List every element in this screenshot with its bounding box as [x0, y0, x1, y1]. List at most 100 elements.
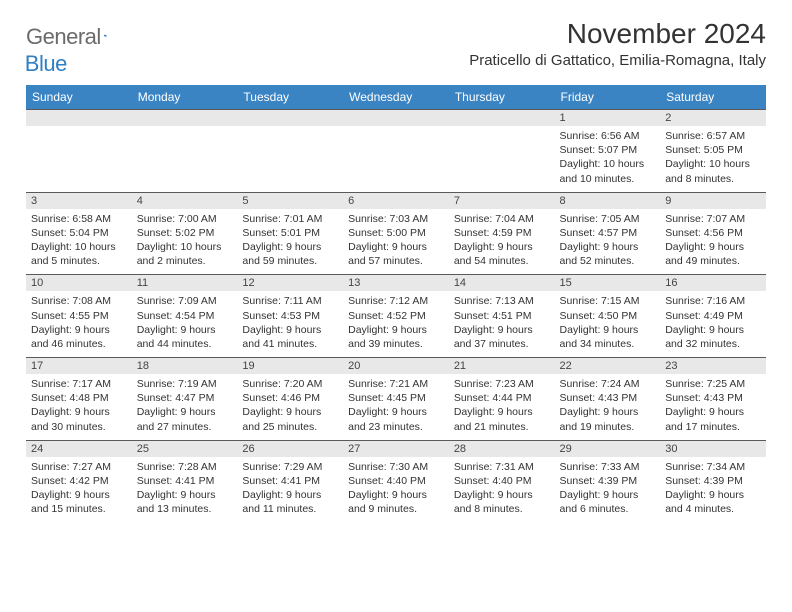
daylight-text: Daylight: 9 hours and 44 minutes. — [137, 323, 233, 351]
week-info-row: Sunrise: 7:27 AMSunset: 4:42 PMDaylight:… — [26, 457, 766, 523]
day-cell: Sunrise: 7:13 AMSunset: 4:51 PMDaylight:… — [449, 291, 555, 357]
day-cell: Sunrise: 7:11 AMSunset: 4:53 PMDaylight:… — [237, 291, 343, 357]
sunset-text: Sunset: 4:40 PM — [454, 474, 550, 488]
daylight-text: Daylight: 9 hours and 59 minutes. — [242, 240, 338, 268]
sunrise-text: Sunrise: 7:05 AM — [560, 212, 656, 226]
sunrise-text: Sunrise: 7:13 AM — [454, 294, 550, 308]
day-cell: Sunrise: 7:08 AMSunset: 4:55 PMDaylight:… — [26, 291, 132, 357]
week-info-row: Sunrise: 7:17 AMSunset: 4:48 PMDaylight:… — [26, 374, 766, 440]
daylight-text: Daylight: 9 hours and 30 minutes. — [31, 405, 127, 433]
day-cell — [449, 126, 555, 192]
sunrise-text: Sunrise: 7:25 AM — [665, 377, 761, 391]
daylight-text: Daylight: 9 hours and 11 minutes. — [242, 488, 338, 516]
daylight-text: Daylight: 9 hours and 8 minutes. — [454, 488, 550, 516]
sunrise-text: Sunrise: 7:00 AM — [137, 212, 233, 226]
month-title: November 2024 — [469, 18, 766, 50]
day-cell: Sunrise: 7:23 AMSunset: 4:44 PMDaylight:… — [449, 374, 555, 440]
sunset-text: Sunset: 4:49 PM — [665, 309, 761, 323]
sunrise-text: Sunrise: 7:34 AM — [665, 460, 761, 474]
sunrise-text: Sunrise: 6:57 AM — [665, 129, 761, 143]
daylight-text: Daylight: 9 hours and 6 minutes. — [560, 488, 656, 516]
logo-text-general: General — [26, 24, 101, 50]
daylight-text: Daylight: 10 hours and 10 minutes. — [560, 157, 656, 185]
day-cell: Sunrise: 7:01 AMSunset: 5:01 PMDaylight:… — [237, 209, 343, 275]
sunset-text: Sunset: 4:56 PM — [665, 226, 761, 240]
logo-mark-icon — [104, 27, 107, 43]
day-number: 24 — [26, 440, 132, 457]
sunset-text: Sunset: 5:01 PM — [242, 226, 338, 240]
sunrise-text: Sunrise: 7:08 AM — [31, 294, 127, 308]
day-cell: Sunrise: 7:20 AMSunset: 4:46 PMDaylight:… — [237, 374, 343, 440]
sunset-text: Sunset: 4:57 PM — [560, 226, 656, 240]
day-cell: Sunrise: 7:05 AMSunset: 4:57 PMDaylight:… — [555, 209, 661, 275]
sunset-text: Sunset: 5:02 PM — [137, 226, 233, 240]
day-number: 26 — [237, 440, 343, 457]
sunrise-text: Sunrise: 7:01 AM — [242, 212, 338, 226]
sunrise-text: Sunrise: 7:30 AM — [348, 460, 444, 474]
daylight-text: Daylight: 9 hours and 39 minutes. — [348, 323, 444, 351]
day-number: 15 — [555, 275, 661, 292]
location: Praticello di Gattatico, Emilia-Romagna,… — [469, 52, 766, 69]
sunset-text: Sunset: 4:46 PM — [242, 391, 338, 405]
day-cell: Sunrise: 7:15 AMSunset: 4:50 PMDaylight:… — [555, 291, 661, 357]
day-cell: Sunrise: 7:30 AMSunset: 4:40 PMDaylight:… — [343, 457, 449, 523]
daylight-text: Daylight: 9 hours and 17 minutes. — [665, 405, 761, 433]
daylight-text: Daylight: 9 hours and 23 minutes. — [348, 405, 444, 433]
daylight-text: Daylight: 9 hours and 32 minutes. — [665, 323, 761, 351]
sunset-text: Sunset: 4:40 PM — [348, 474, 444, 488]
day-number: 29 — [555, 440, 661, 457]
sunset-text: Sunset: 4:43 PM — [665, 391, 761, 405]
day-cell: Sunrise: 7:34 AMSunset: 4:39 PMDaylight:… — [660, 457, 766, 523]
day-cell: Sunrise: 6:56 AMSunset: 5:07 PMDaylight:… — [555, 126, 661, 192]
dow-friday: Friday — [555, 85, 661, 110]
sunset-text: Sunset: 4:43 PM — [560, 391, 656, 405]
sunset-text: Sunset: 4:45 PM — [348, 391, 444, 405]
day-cell: Sunrise: 7:29 AMSunset: 4:41 PMDaylight:… — [237, 457, 343, 523]
day-number: 30 — [660, 440, 766, 457]
sunset-text: Sunset: 4:48 PM — [31, 391, 127, 405]
sunrise-text: Sunrise: 7:21 AM — [348, 377, 444, 391]
dow-wednesday: Wednesday — [343, 85, 449, 110]
daylight-text: Daylight: 9 hours and 46 minutes. — [31, 323, 127, 351]
daylight-text: Daylight: 9 hours and 49 minutes. — [665, 240, 761, 268]
dow-saturday: Saturday — [660, 85, 766, 110]
daylight-text: Daylight: 9 hours and 9 minutes. — [348, 488, 444, 516]
sunset-text: Sunset: 4:53 PM — [242, 309, 338, 323]
week-number-row: 24252627282930 — [26, 440, 766, 457]
sunrise-text: Sunrise: 7:20 AM — [242, 377, 338, 391]
day-number: 11 — [132, 275, 238, 292]
sunset-text: Sunset: 4:59 PM — [454, 226, 550, 240]
sunset-text: Sunset: 5:05 PM — [665, 143, 761, 157]
sunrise-text: Sunrise: 7:19 AM — [137, 377, 233, 391]
day-number: 1 — [555, 110, 661, 127]
day-number — [449, 110, 555, 127]
day-number: 8 — [555, 192, 661, 209]
day-cell: Sunrise: 7:17 AMSunset: 4:48 PMDaylight:… — [26, 374, 132, 440]
sunset-text: Sunset: 5:07 PM — [560, 143, 656, 157]
week-number-row: 12 — [26, 110, 766, 127]
sunrise-text: Sunrise: 7:31 AM — [454, 460, 550, 474]
daylight-text: Daylight: 9 hours and 34 minutes. — [560, 323, 656, 351]
day-cell: Sunrise: 7:24 AMSunset: 4:43 PMDaylight:… — [555, 374, 661, 440]
sunset-text: Sunset: 4:44 PM — [454, 391, 550, 405]
day-cell: Sunrise: 7:16 AMSunset: 4:49 PMDaylight:… — [660, 291, 766, 357]
sunset-text: Sunset: 4:51 PM — [454, 309, 550, 323]
dow-monday: Monday — [132, 85, 238, 110]
day-number — [343, 110, 449, 127]
sunset-text: Sunset: 4:52 PM — [348, 309, 444, 323]
sunset-text: Sunset: 4:47 PM — [137, 391, 233, 405]
day-cell: Sunrise: 7:21 AMSunset: 4:45 PMDaylight:… — [343, 374, 449, 440]
sunset-text: Sunset: 5:00 PM — [348, 226, 444, 240]
week-number-row: 10111213141516 — [26, 275, 766, 292]
sunset-text: Sunset: 4:55 PM — [31, 309, 127, 323]
day-cell: Sunrise: 7:09 AMSunset: 4:54 PMDaylight:… — [132, 291, 238, 357]
day-number: 14 — [449, 275, 555, 292]
day-number: 27 — [343, 440, 449, 457]
calendar-table: Sunday Monday Tuesday Wednesday Thursday… — [26, 85, 766, 522]
week-number-row: 17181920212223 — [26, 358, 766, 375]
day-number: 7 — [449, 192, 555, 209]
day-number — [132, 110, 238, 127]
day-cell: Sunrise: 7:04 AMSunset: 4:59 PMDaylight:… — [449, 209, 555, 275]
daylight-text: Daylight: 9 hours and 41 minutes. — [242, 323, 338, 351]
day-number: 21 — [449, 358, 555, 375]
